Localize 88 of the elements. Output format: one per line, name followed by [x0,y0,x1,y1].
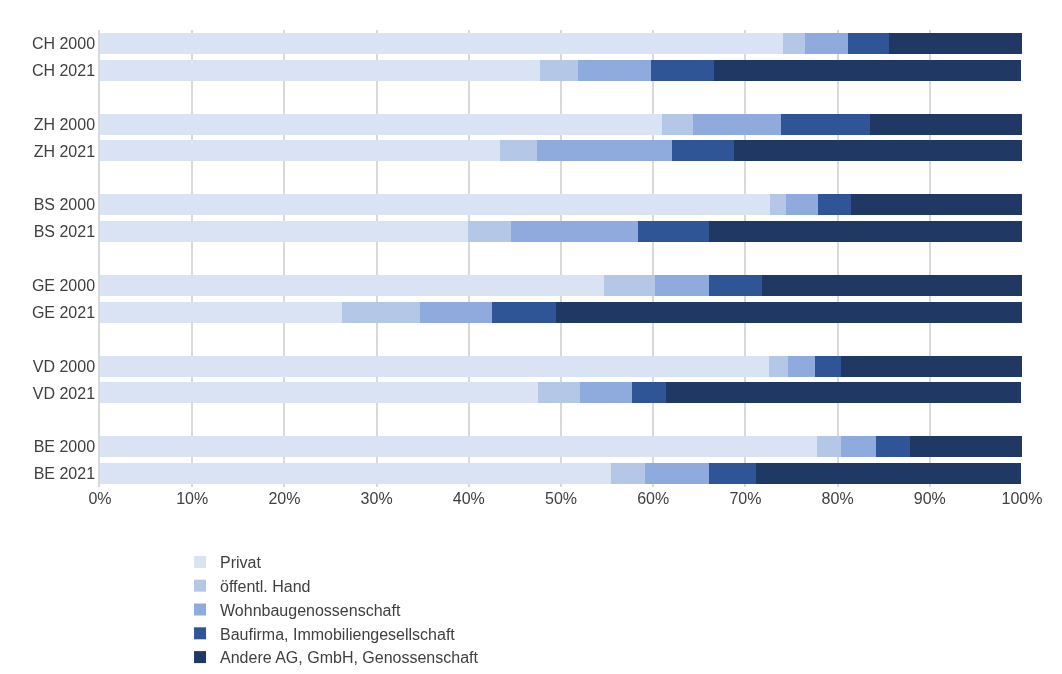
x-tick-label: 90% [913,490,946,507]
bar [841,436,877,458]
y-tick-label: BE 2000 [33,438,96,456]
bar [709,463,757,485]
x-tick-label: 60% [637,490,670,507]
bar [661,113,693,135]
x-tick-label: 80% [821,490,854,507]
bar [692,113,782,135]
bar [734,140,1022,162]
bar [100,355,770,377]
bar [604,274,656,296]
y-tick-label: GE 2000 [31,276,96,294]
y-tick-label: CH 2021 [31,61,96,79]
bar [100,382,538,404]
legend-label: Andere AG, GmbH, Genossenschaft [220,649,479,667]
bar [770,194,786,216]
bar [100,274,605,296]
bar [889,32,1022,54]
bar [419,301,492,323]
x-tick-label: 20% [268,490,301,507]
bar [537,140,672,162]
bar [100,194,771,216]
bar [610,463,645,485]
legend-label: Wohnbaugenossenschaft [220,601,401,619]
bar [100,301,342,323]
x-tick-label: 50% [544,490,578,507]
bar [756,463,1022,485]
bar [818,194,852,216]
bar [580,382,632,404]
bar [537,382,581,404]
bar [869,113,1022,135]
y-tick-label: CH 2000 [31,35,96,53]
bar [467,221,512,243]
bar [100,436,818,458]
bar [341,301,420,323]
bar [631,382,667,404]
x-tick-label: 100% [1001,490,1043,507]
y-tick-label: VD 2021 [32,384,96,402]
bar [708,274,762,296]
legend-label: Privat [220,554,262,572]
bar [666,382,1022,404]
x-tick-label: 70% [729,490,762,507]
bar [100,140,501,162]
y-tick-label: ZH 2000 [33,115,96,133]
bar [511,221,638,243]
bar [714,59,1022,81]
y-tick-label: GE 2021 [31,303,96,321]
bar [100,463,611,485]
x-tick-label: 40% [452,490,485,507]
bar [762,274,1022,296]
bar [876,436,910,458]
bar [783,32,806,54]
bar [847,32,890,54]
bar [637,221,709,243]
bar [491,301,557,323]
bar [577,59,652,81]
bar [785,194,819,216]
bar [708,221,1022,243]
bar [556,301,1022,323]
y-tick-label: BS 2021 [33,223,96,241]
bar [814,355,842,377]
bar [805,32,848,54]
bar [769,355,788,377]
y-tick-label: ZH 2021 [33,142,96,160]
bar [651,59,715,81]
bar [851,194,1022,216]
bar [817,436,842,458]
bar [787,355,815,377]
y-tick-label: VD 2000 [32,357,96,375]
bar [100,59,540,81]
bar [100,32,784,54]
bar [781,113,870,135]
y-tick-label: BS 2000 [33,196,96,214]
bar [671,140,735,162]
y-tick-label: BE 2021 [33,465,96,483]
bar [644,463,710,485]
bar [841,355,1022,377]
x-tick-label: 30% [360,490,393,507]
bar [539,59,578,81]
legend-label: Baufirma, Immobiliengesellschaft [220,625,456,643]
legend-label: öffentl. Hand [220,577,311,595]
bar [655,274,709,296]
bar [100,113,662,135]
bar [909,436,1022,458]
x-tick-label: 0% [88,490,112,507]
bar [100,221,468,243]
x-tick-label: 10% [176,490,209,507]
bar [500,140,538,162]
